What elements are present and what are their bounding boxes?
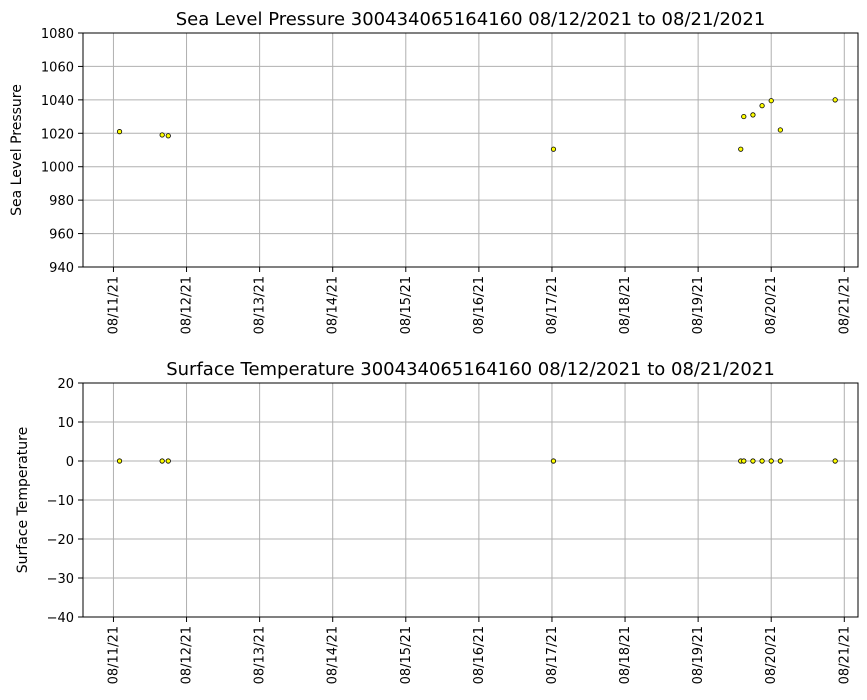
y-tick-label: 10 — [57, 416, 74, 431]
data-point — [832, 97, 838, 103]
y-tick-label: 1020 — [41, 127, 74, 142]
data-point — [832, 458, 838, 464]
data-point — [759, 103, 765, 109]
y-axis-label: Sea Level Pressure — [9, 84, 25, 216]
data-point — [116, 458, 123, 464]
x-tick-label: 08/20/21 — [764, 276, 779, 334]
data-point — [768, 98, 774, 104]
y-tick-label: −40 — [47, 611, 74, 626]
data-point — [550, 458, 557, 464]
x-tick-label: 08/12/21 — [180, 626, 195, 684]
ticks: 08/11/21 08/12/21 08/13/21 08/14/21 08/15/21… — [41, 27, 852, 334]
data-points — [116, 458, 838, 464]
chart-title: Sea Level Pressure 300434065164160 08/12… — [176, 9, 766, 30]
x-tick-label: 08/14/21 — [326, 276, 341, 334]
plot-frame — [82, 32, 859, 268]
x-tick-label: 08/17/21 — [545, 626, 560, 684]
chart-title: Surface Temperature 300434065164160 08/1… — [166, 359, 775, 380]
data-point — [159, 132, 165, 138]
x-tick-label: 08/20/21 — [764, 626, 779, 684]
y-tick-label: 1060 — [41, 60, 74, 75]
x-tick-label: 08/18/21 — [618, 626, 633, 684]
y-tick-label: 0 — [66, 455, 74, 470]
x-tick-label: 08/16/21 — [472, 276, 487, 334]
data-point — [777, 127, 783, 133]
x-tick-label: 08/15/21 — [399, 626, 414, 684]
x-tick-label: 08/19/21 — [691, 626, 706, 684]
grid — [83, 383, 858, 617]
x-tick-label: 08/12/21 — [180, 276, 195, 334]
data-point — [165, 133, 171, 139]
x-tick-label: 08/15/21 — [399, 276, 414, 334]
x-tick-label: 08/14/21 — [326, 626, 341, 684]
data-point — [738, 146, 744, 152]
data-point — [759, 458, 765, 464]
data-point — [750, 112, 756, 118]
y-tick-label: 1080 — [41, 27, 74, 42]
x-tick-label: 08/13/21 — [253, 276, 268, 334]
y-tick-label: −30 — [47, 572, 74, 587]
data-point — [741, 113, 747, 120]
y-tick-label: 980 — [49, 194, 74, 209]
y-tick-label: 960 — [49, 228, 74, 243]
y-tick-label: 1000 — [41, 161, 74, 176]
y-tick-label: 940 — [49, 261, 74, 276]
data-point — [550, 146, 557, 152]
x-tick-label: 08/11/21 — [106, 626, 121, 684]
y-tick-label: 20 — [57, 377, 74, 392]
data-point — [777, 458, 783, 464]
x-tick-label: 08/21/21 — [837, 626, 852, 684]
x-tick-label: 08/19/21 — [691, 276, 706, 334]
data-points — [116, 97, 838, 152]
x-tick-label: 08/21/21 — [837, 276, 852, 334]
data-point — [768, 458, 774, 464]
y-tick-label: −20 — [47, 533, 74, 548]
x-tick-label: 08/17/21 — [545, 276, 560, 334]
data-point — [159, 458, 165, 464]
data-point — [116, 129, 123, 135]
y-axis-label: Surface Temperature — [15, 427, 31, 573]
x-tick-label: 08/16/21 — [472, 626, 487, 684]
x-tick-label: 08/11/21 — [106, 276, 121, 334]
x-tick-label: 08/18/21 — [618, 276, 633, 334]
data-point — [165, 458, 171, 464]
data-point — [741, 458, 747, 464]
grid — [83, 33, 858, 267]
ticks: 08/11/21 08/12/21 08/13/21 08/14/21 08/15/21… — [47, 377, 853, 684]
sea-level-pressure-panel: Sea Level Pressure 300434065164160 08/12… — [9, 9, 859, 334]
surface-temperature-panel: Surface Temperature 300434065164160 08/1… — [15, 359, 859, 684]
data-point — [750, 458, 756, 464]
plot-frame — [82, 382, 859, 618]
y-tick-label: −10 — [47, 494, 74, 509]
x-tick-label: 08/13/21 — [253, 626, 268, 684]
y-tick-label: 1040 — [41, 94, 74, 109]
